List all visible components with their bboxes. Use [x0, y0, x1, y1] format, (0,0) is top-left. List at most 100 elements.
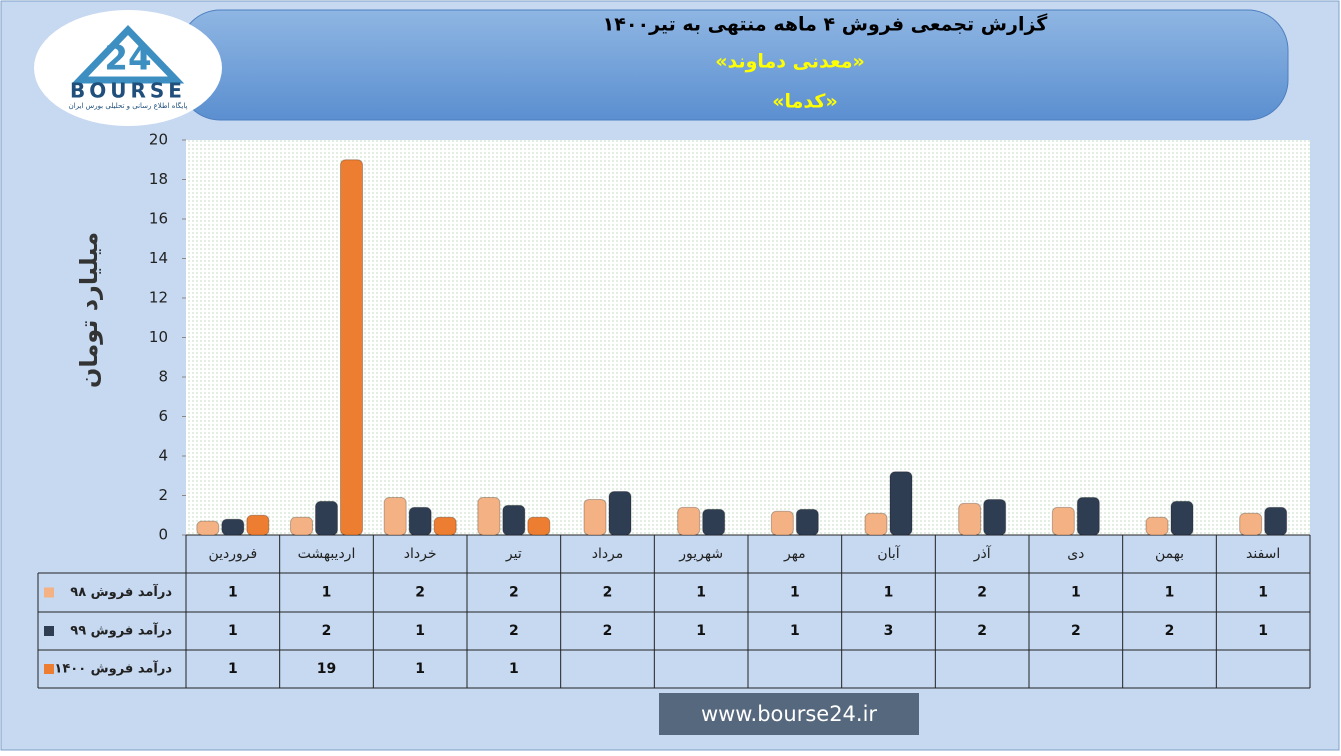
- data-label: 1: [1258, 585, 1268, 601]
- y-tick-label: 8: [158, 368, 168, 386]
- data-label: 1: [696, 623, 706, 639]
- bar: [315, 500, 338, 536]
- logo-tagline: پایگاه اطلاع رسانی و تحلیلی بورس ایران: [69, 101, 188, 110]
- bar: [433, 516, 457, 536]
- bar: [477, 496, 501, 536]
- data-label: 2: [603, 585, 613, 601]
- bar: [1264, 506, 1288, 536]
- data-label: 1: [415, 661, 425, 677]
- bar: [196, 520, 220, 536]
- plot-area: [186, 140, 1310, 535]
- data-label: 1: [228, 661, 238, 677]
- data-label: 2: [977, 623, 987, 639]
- bar: [702, 508, 726, 536]
- x-tick-label: اسفند: [1246, 546, 1280, 562]
- bar: [246, 514, 270, 536]
- bar: [290, 516, 313, 536]
- data-label: 1: [884, 585, 894, 601]
- data-label: 1: [790, 585, 800, 601]
- y-tick-label: 10: [149, 328, 168, 346]
- y-tick-label: 4: [158, 447, 168, 465]
- y-tick-label: 20: [149, 131, 168, 149]
- chart-subtitle: «معدنی دماوند»: [715, 51, 865, 73]
- data-label: 2: [1071, 623, 1081, 639]
- legend-label: درآمد فروش ۱۴۰۰: [54, 660, 172, 677]
- data-label: 2: [509, 585, 519, 601]
- x-tick-label: شهریور: [678, 546, 723, 562]
- bar: [1145, 516, 1169, 536]
- chart-title: گزارش تجمعی فروش ۴ ماهه منتهی به تیر۱۴۰۰: [603, 13, 1049, 36]
- data-label: 1: [696, 585, 706, 601]
- x-tick-label: مرداد: [592, 546, 624, 562]
- logo-number: 24: [104, 39, 151, 79]
- x-tick-label: اردیبهشت: [298, 546, 356, 562]
- legend-label: درآمد فروش ۹۸: [70, 583, 172, 600]
- y-tick-label: 18: [149, 170, 168, 188]
- bar: [1076, 496, 1100, 536]
- y-tick-label: 14: [149, 249, 168, 267]
- y-tick-label: 6: [158, 407, 168, 425]
- bar: [1051, 506, 1075, 536]
- y-axis-label: میلیارد تومان: [75, 232, 103, 388]
- data-label: 2: [415, 585, 425, 601]
- data-table: [37, 534, 1311, 689]
- legend-swatch: [44, 587, 54, 598]
- data-label: 1: [509, 661, 519, 677]
- data-label: 2: [322, 623, 332, 639]
- bar: [221, 518, 245, 536]
- y-tick-label: 2: [158, 486, 168, 504]
- bar: [795, 508, 819, 536]
- data-label: 1: [228, 585, 238, 601]
- bar: [527, 516, 551, 536]
- data-label: 1: [790, 623, 800, 639]
- chart-subtitle: «کدما»: [772, 91, 838, 113]
- bar: [608, 491, 632, 536]
- y-tick-label: 16: [149, 210, 168, 228]
- bar: [677, 506, 701, 536]
- data-label: 1: [1071, 585, 1081, 601]
- data-label: 2: [1165, 623, 1175, 639]
- data-label: 2: [603, 623, 613, 639]
- bar: [1239, 512, 1263, 536]
- data-label: 2: [977, 585, 987, 601]
- x-tick-label: آذر: [973, 545, 992, 562]
- data-label: 19: [317, 661, 336, 677]
- y-tick-label: 12: [149, 289, 168, 307]
- data-label: 3: [884, 623, 894, 639]
- logo-text: BOURSE: [70, 79, 186, 103]
- bar: [864, 512, 888, 536]
- bar: [502, 504, 526, 536]
- bar: [1170, 500, 1194, 536]
- x-tick-label: خرداد: [404, 546, 437, 562]
- bar: [889, 471, 913, 536]
- x-tick-label: دی: [1067, 546, 1084, 562]
- data-label: 1: [228, 623, 238, 639]
- bar: [583, 498, 607, 536]
- data-label: 2: [509, 623, 519, 639]
- logo-icon: [71, 24, 185, 84]
- x-tick-label: تیر: [505, 546, 522, 562]
- bar: [983, 498, 1007, 536]
- x-tick-label: بهمن: [1155, 546, 1184, 562]
- logo-oval: [34, 10, 222, 126]
- bar: [958, 502, 982, 536]
- bar: [340, 159, 363, 536]
- legend-label: درآمد فروش ۹۹: [70, 622, 172, 639]
- y-tick-label: 0: [158, 526, 168, 544]
- footer-box: [659, 693, 919, 735]
- bar: [383, 496, 407, 536]
- bar: [770, 510, 794, 536]
- legend-swatch: [44, 626, 54, 636]
- data-label: 1: [1165, 585, 1175, 601]
- legend-swatch: [44, 664, 54, 674]
- data-label: 1: [322, 585, 332, 601]
- footer-url: www.bourse24.ir: [701, 702, 877, 726]
- x-tick-label: آبان: [877, 545, 900, 562]
- data-label: 1: [415, 623, 425, 639]
- x-tick-label: مهر: [783, 546, 806, 562]
- bar: [408, 506, 432, 536]
- x-tick-label: فروردین: [208, 546, 257, 562]
- data-label: 1: [1258, 623, 1268, 639]
